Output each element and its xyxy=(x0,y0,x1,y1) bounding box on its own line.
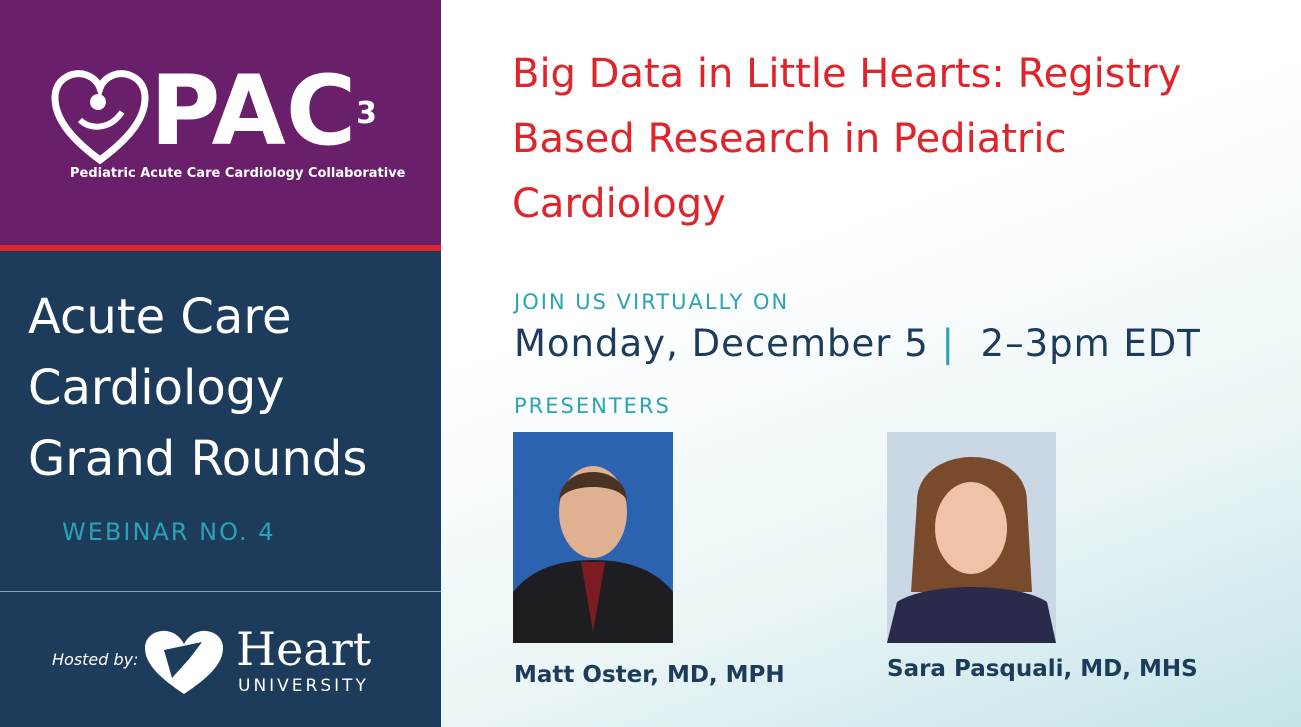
presenter-photo xyxy=(513,432,673,643)
series-line: Cardiology xyxy=(28,360,285,416)
logo-tagline: Pediatric Acute Care Cardiology Collabor… xyxy=(70,166,406,181)
presenter-name: Matt Oster, MD, MPH xyxy=(514,662,785,688)
logo-mark: PAC xyxy=(150,55,357,167)
separator: | xyxy=(941,322,955,365)
presenter-photo xyxy=(887,432,1056,643)
logo-heart xyxy=(51,70,149,165)
host-name: Heart xyxy=(236,622,372,676)
event-intro: JOIN US VIRTUALLY ON xyxy=(514,290,790,314)
series-title: Acute Care Cardiology Grand Rounds xyxy=(28,282,367,495)
webinar-number: WEBINAR NO. 4 xyxy=(62,518,276,546)
series-line: Grand Rounds xyxy=(28,431,368,487)
event-time: 2–3pm EDT xyxy=(980,322,1201,365)
accent-line xyxy=(0,245,441,251)
presenters-heading: PRESENTERS xyxy=(514,394,671,418)
logo-panel xyxy=(0,0,441,245)
webinar-title: Big Data in Little Hearts: Registry Base… xyxy=(512,42,1181,237)
host-label: Hosted by: xyxy=(52,650,139,669)
logo-superscript: 3 xyxy=(356,96,377,131)
presenter-name: Sara Pasquali, MD, MHS xyxy=(887,656,1198,682)
title-line: Cardiology xyxy=(512,181,726,227)
divider xyxy=(0,591,441,592)
series-line: Acute Care xyxy=(28,289,292,345)
title-line: Based Research in Pediatric xyxy=(512,116,1067,162)
title-line: Big Data in Little Hearts: Registry xyxy=(512,51,1182,97)
host-sub: UNIVERSITY xyxy=(238,676,369,696)
event-date: Monday, December 5 xyxy=(514,322,929,365)
host-logo xyxy=(145,630,223,694)
event-datetime: Monday, December 5 | 2–3pm EDT xyxy=(514,322,1201,365)
